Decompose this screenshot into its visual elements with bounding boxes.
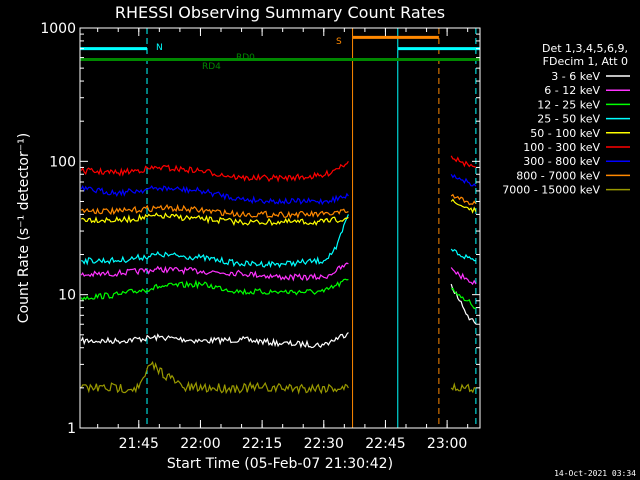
y-axis-label: Count Rate (s⁻¹ detector⁻¹) bbox=[16, 133, 32, 323]
series-line-segment-0 bbox=[80, 360, 349, 395]
legend: Det 1,3,4,5,6,9,FDecim 1, Att 0 3 - 6 keV… bbox=[502, 42, 630, 197]
series-line-segment-0 bbox=[81, 214, 349, 269]
series-800-7000-kev bbox=[80, 193, 477, 220]
series-7000-15000-kev bbox=[80, 360, 476, 395]
legend-header-line: FDecim 1, Att 0 bbox=[543, 55, 628, 68]
x-tick-label: 23:00 bbox=[427, 436, 467, 452]
series-50-100-kev bbox=[81, 198, 477, 227]
plot-area: N S RD0 RD4 bbox=[79, 28, 480, 428]
series-line-segment-0 bbox=[80, 160, 349, 183]
series-line-segment-0 bbox=[80, 203, 349, 220]
annotation-rd0: RD0 bbox=[236, 53, 255, 63]
legend-entry-label: 100 - 300 keV bbox=[523, 141, 600, 154]
legend-entry-label: 800 - 7000 keV bbox=[516, 169, 600, 182]
legend-entry-label: 50 - 100 keV bbox=[530, 127, 600, 140]
y-tick-label: 100 bbox=[49, 154, 76, 170]
series-line-segment-0 bbox=[80, 278, 349, 302]
series-line-segment-0 bbox=[80, 332, 349, 349]
x-tick-label: 22:00 bbox=[180, 436, 220, 452]
annotation-rd4: RD4 bbox=[202, 62, 221, 72]
x-tick-label: 21:45 bbox=[119, 436, 159, 452]
legend-entry-label: 7000 - 15000 keV bbox=[502, 184, 600, 197]
series-100-300-kev bbox=[80, 155, 477, 183]
series-12-25-kev bbox=[80, 278, 477, 310]
series-line-segment-1 bbox=[450, 155, 477, 168]
x-tick-label: 22:30 bbox=[304, 436, 344, 452]
series-line-segment-1 bbox=[450, 198, 477, 214]
series-line-segment-1 bbox=[450, 248, 476, 262]
legend-entry-label: 3 - 6 keV bbox=[551, 70, 600, 83]
series-line-segment-1 bbox=[450, 173, 477, 187]
legend-header-line: Det 1,3,4,5,6,9, bbox=[542, 42, 628, 55]
chart-title: RHESSI Observing Summary Count Rates bbox=[115, 3, 445, 22]
series-line-segment-0 bbox=[80, 185, 349, 206]
series-line-segment-1 bbox=[450, 267, 477, 286]
series-line-segment-1 bbox=[450, 193, 477, 206]
x-tick-label: 22:45 bbox=[365, 436, 405, 452]
axes: 21:45 22:00 22:15 22:30 22:45 23:00 1 10 100 1000 bbox=[40, 21, 480, 452]
footer-timestamp: 14-Oct-2021 03:34 bbox=[554, 469, 636, 478]
annotation-s: S bbox=[336, 37, 342, 47]
series-line-segment-0 bbox=[80, 262, 349, 282]
series-25-50-kev bbox=[81, 214, 476, 269]
x-tick-label: 22:15 bbox=[242, 436, 282, 452]
legend-entry-label: 25 - 50 keV bbox=[537, 113, 600, 126]
series-line-segment-1 bbox=[450, 382, 476, 394]
y-tick-label: 10 bbox=[58, 288, 76, 304]
y-tick-label: 1 bbox=[67, 421, 76, 437]
legend-entry-label: 6 - 12 keV bbox=[544, 84, 600, 97]
legend-entry-label: 300 - 800 keV bbox=[523, 155, 600, 168]
plot-frame bbox=[79, 27, 481, 429]
x-axis-label: Start Time (05-Feb-07 21:30:42) bbox=[167, 456, 393, 472]
y-tick-label: 1000 bbox=[40, 21, 76, 37]
legend-entry-label: 12 - 25 keV bbox=[537, 98, 600, 111]
annotation-n: N bbox=[156, 43, 163, 53]
series-line-segment-0 bbox=[81, 212, 349, 227]
series-line-segment-1 bbox=[450, 287, 477, 310]
series-6-12-kev bbox=[80, 262, 477, 286]
series-300-800-kev bbox=[80, 173, 477, 206]
